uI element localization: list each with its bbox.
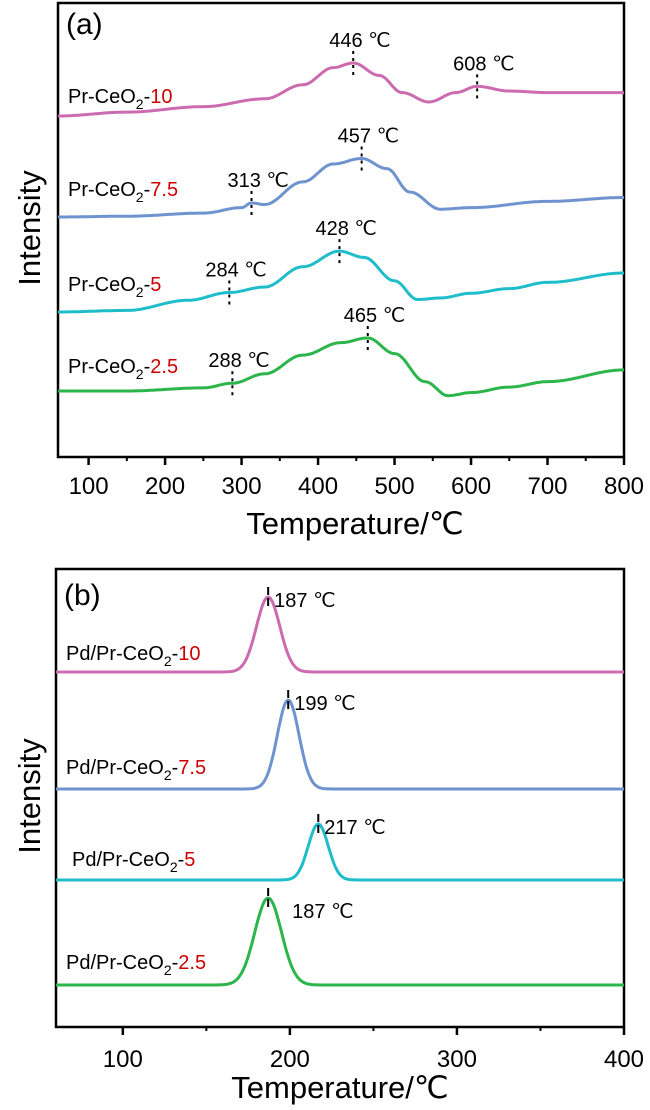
x-tick-label: 100 [69, 473, 109, 500]
panel-a-y-axis-title: Intensity [12, 170, 47, 286]
panel-b-frame [54, 567, 626, 1029]
series-line-pr-ceo2-2.5 [57, 336, 625, 398]
panel-b-curves [55, 595, 625, 987]
panel-b: 100 200 300 400 Pd/Pr-CeO2-10 Pd/Pr-CeO2-7.5… [12, 567, 644, 1105]
panel-a: 100 200 300 400 500 600 700 800 Pr-CeO2-10Pr-Ce… [12, 1, 644, 541]
series-line-pr-ceo2-7.5 [57, 157, 625, 219]
series-label: Pr-CeO2-2.5 [68, 356, 178, 382]
peak-label: 217 ℃ [324, 817, 385, 839]
series-label: Pr-CeO2-10 [68, 86, 173, 112]
panel-a-curves [57, 61, 625, 398]
panel-b-x-axis-title: Temperature/℃ [231, 1070, 448, 1105]
peak-label: 457 ℃ [338, 126, 399, 148]
peak-label: 446 ℃ [329, 30, 390, 52]
peak-label: 199 ℃ [294, 693, 355, 715]
series-label: Pr-CeO2-7.5 [68, 179, 178, 205]
panel-b-x-ticks: 100 200 300 400 [103, 1027, 644, 1073]
panel-b-label: (b) [64, 579, 101, 612]
panel-a-peak-markers: 446 ℃ 608 ℃ 313 ℃ 457 ℃ 284 ℃ 428 ℃ 288 ℃ 465 ℃ [205, 30, 515, 400]
panel-a-x-ticks: 100 200 300 400 500 600 700 800 [69, 457, 644, 500]
peak-label: 465 ℃ [344, 305, 405, 327]
x-tick-label: 500 [375, 473, 415, 500]
x-tick-label: 300 [222, 473, 262, 500]
x-tick-label: 400 [298, 473, 338, 500]
series-line-pd-pr-ceo2-10 [55, 595, 625, 674]
x-tick-label: 100 [103, 1046, 143, 1073]
panel-b-series-labels: Pd/Pr-CeO2-10 Pd/Pr-CeO2-7.5 Pd/Pr-CeO2-5 P… [66, 643, 206, 978]
x-tick-label: 400 [604, 1046, 644, 1073]
series-label: Pr-CeO2-5 [68, 274, 161, 300]
peak-label: 284 ℃ [205, 260, 266, 282]
series-line-pr-ceo2-5 [57, 249, 625, 314]
peak-label: 187 ℃ [274, 590, 335, 612]
series-label: Pd/Pr-CeO2-5 [72, 849, 195, 875]
series-line-pd-pr-ceo2-7.5 [55, 698, 625, 791]
x-tick-label: 600 [451, 473, 491, 500]
panel-a-x-axis-title: Temperature/℃ [246, 506, 463, 541]
panel-a-series-labels: Pr-CeO2-10 Pr-CeO2-7.5 Pr-CeO2-5 Pr-CeO2-2.… [68, 86, 178, 382]
series-label: Pd/Pr-CeO2-10 [66, 643, 201, 669]
peak-label: 288 ℃ [208, 350, 269, 372]
x-tick-label: 700 [527, 473, 567, 500]
x-tick-label: 200 [270, 1046, 310, 1073]
series-line-pd-pr-ceo2-5 [55, 822, 625, 882]
panel-a-frame [56, 1, 626, 459]
x-tick-label: 800 [604, 473, 644, 500]
x-tick-label: 200 [145, 473, 185, 500]
peak-label: 428 ℃ [315, 218, 376, 240]
peak-label: 313 ℃ [228, 170, 289, 192]
panel-b-y-axis-title: Intensity [12, 738, 47, 854]
panel-b-peak-markers: 187 ℃ 199 ℃ 217 ℃ 187 ℃ [267, 587, 386, 923]
series-line-pr-ceo2-10 [57, 61, 625, 118]
peak-label: 608 ℃ [453, 53, 514, 75]
peak-label: 187 ℃ [292, 901, 353, 923]
series-label: Pd/Pr-CeO2-7.5 [66, 757, 206, 783]
series-line-pd-pr-ceo2-2.5 [55, 896, 625, 987]
x-tick-label: 300 [437, 1046, 477, 1073]
panel-a-label: (a) [66, 8, 103, 41]
series-label: Pd/Pr-CeO2-2.5 [66, 952, 206, 978]
